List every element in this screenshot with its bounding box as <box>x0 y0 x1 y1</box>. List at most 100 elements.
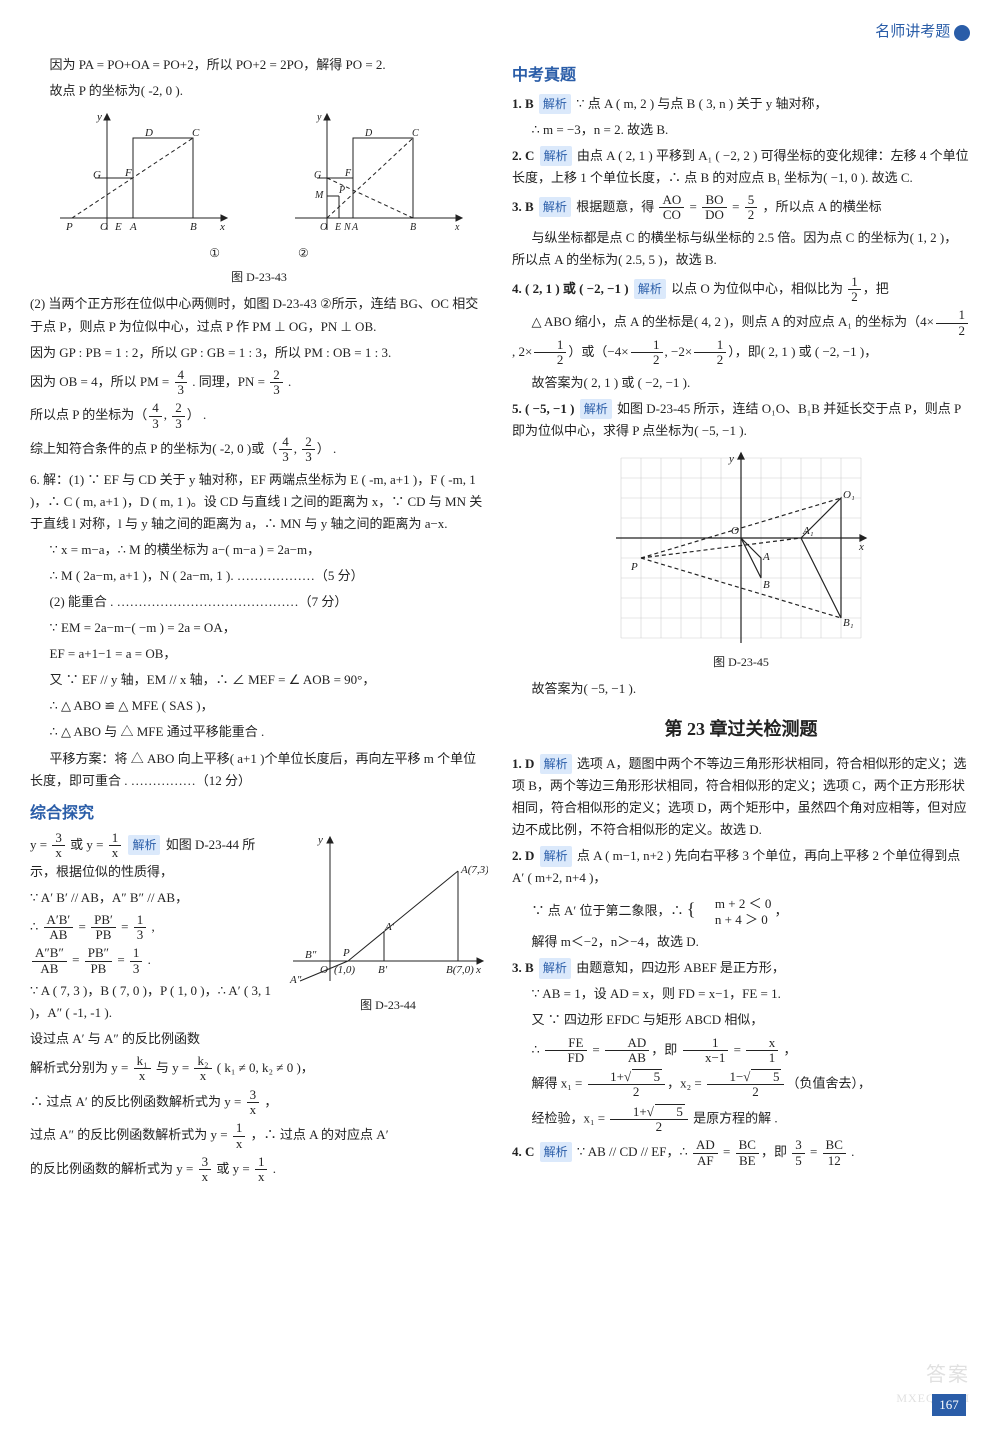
svg-text:E: E <box>334 222 341 233</box>
svg-text:F: F <box>344 168 352 179</box>
fig-d-23-44: A(7,3) B(7,0) A′ B′ B″ A″ P (1,0) O x y <box>288 831 488 991</box>
t2b: ∵ 点 A′ 位于第二象限，∴ {m + 2 ＜ 0n + 4 ＞ 0 ， <box>512 894 970 928</box>
svg-text:F: F <box>124 167 132 179</box>
fig1-sub2: ② <box>298 246 309 260</box>
zh-i: 过点 A″ 的反比例函数解析式为 y = 1x ，∴ 过点 A 的对应点 A′ <box>30 1121 488 1151</box>
zh-c: ∴ A′B′AB = PB′PB = 13 , <box>30 913 278 943</box>
r-q5: 5. ( −5, −1 ) 解析 如图 D-23-45 所示，连结 O₁O、B₁… <box>512 398 970 442</box>
r-q1b: ∴ m = −3，n = 2. 故选 B. <box>512 119 970 141</box>
t1: 1. D 解析 选项 A，题图中两个不等边三角形形状相同，符合相似形的定义；选项… <box>512 753 970 841</box>
zh-f: 设过点 A′ 与 A″ 的反比例函数 <box>30 1028 278 1050</box>
svg-text:x: x <box>454 222 460 233</box>
svg-text:O: O <box>731 525 739 537</box>
svg-text:A: A <box>129 221 137 233</box>
zh-h: ∴ 过点 A′ 的反比例函数解析式为 y = 3x ， <box>30 1088 488 1118</box>
svg-text:y: y <box>316 112 322 123</box>
r-q3: 3. B 解析 根据题意，得 AOCO = BODO = 52 ，所以点 A 的… <box>512 193 970 223</box>
svg-text:y: y <box>96 111 102 123</box>
q6c: ∴ M ( 2a−m, a+1 )，N ( 2a−m, 1 ). ………………（… <box>30 565 488 587</box>
fig3-caption: 图 D-23-45 <box>512 652 970 672</box>
fig-d-23-45: O x y P A B O₁ A₁ B₁ 图 D-23-45 <box>512 448 970 672</box>
zonghe-head: 综合探究 <box>30 800 488 827</box>
t3e: 解得 x₁ = 1+√52，x₂ = 1−√52（负值舍去）， <box>512 1069 970 1100</box>
r-q5b: 故答案为( −5, −1 ). <box>512 678 970 700</box>
t3b: ∵ AB = 1，设 AD = x，则 FD = x−1，FE = 1. <box>512 983 970 1005</box>
svg-text:M: M <box>314 190 324 201</box>
svg-text:P: P <box>630 561 638 573</box>
r-q4c: 故答案为( 2, 1 ) 或 ( −2, −1 ). <box>512 372 970 394</box>
right-column: 中考真题 1. B 解析 ∵ 点 A ( m, 2 ) 与点 B ( 3, n … <box>512 54 970 1189</box>
svg-text:O₁: O₁ <box>843 489 855 501</box>
svg-text:x: x <box>219 221 225 233</box>
zhongkao-head: 中考真题 <box>512 62 970 89</box>
q6-lead: 6. 解：(1) ∵ EF 与 CD 关于 y 轴对称，EF 两端点坐标为 E … <box>30 469 488 535</box>
zh-g: 解析式分别为 y = k₁x 与 y = k₂x ( k₁ ≠ 0, k₂ ≠ … <box>30 1054 488 1084</box>
q6i: ∴ △ ABO 与 △ MFE 通过平移能重合 . <box>30 721 488 743</box>
q6b: ∵ x = m−a，∴ M 的横坐标为 a−( m−a ) = 2a−m， <box>30 539 488 561</box>
r-q4b: △ ABO 缩小，点 A 的坐标是( 4, 2 )，则点 A 的对应点 A₁ 的… <box>512 308 970 367</box>
svg-text:E: E <box>114 221 122 233</box>
svg-text:B(7,0): B(7,0) <box>446 964 474 976</box>
zh-j: 的反比例函数的解析式为 y = 3x 或 y = 1x . <box>30 1155 488 1185</box>
p2d: 所以点 P 的坐标为（43, 23） . <box>30 401 488 431</box>
zh-b: ∵ A′ B′ // AB，A″ B″ // AB， <box>30 887 278 909</box>
t2: 2. D 解析 点 A ( m−1, n+2 ) 先向右平移 3 个单位，再向上… <box>512 845 970 889</box>
svg-text:A₁: A₁ <box>802 525 814 537</box>
t3c: 又 ∵ 四边形 EFDC 与矩形 ABCD 相似， <box>512 1009 970 1031</box>
q6g: 又 ∵ EF // y 轴，EM // x 轴，∴ ∠ MEF = ∠ AOB … <box>30 669 488 691</box>
svg-text:O: O <box>320 222 327 233</box>
svg-text:D: D <box>364 128 373 139</box>
header-title: 名师讲考题 <box>875 24 950 40</box>
q6j: 平移方案：将 △ ABO 向上平移( a+1 )个单位长度后，再向左平移 m 个… <box>30 748 488 792</box>
svg-text:P: P <box>65 221 73 233</box>
q6h: ∴ △ ABO ≌ △ MFE ( SAS )， <box>30 695 488 717</box>
svg-text:G: G <box>314 170 321 181</box>
p1b: 故点 P 的坐标为( -2, 0 ). <box>30 80 488 102</box>
svg-text:(1,0): (1,0) <box>334 964 355 976</box>
q6d: (2) 能重合 . ……………………………………（7 分） <box>30 591 488 613</box>
svg-text:P: P <box>338 185 345 196</box>
p2e: 综上知符合条件的点 P 的坐标为( -2, 0 )或（43, 23） . <box>30 435 488 465</box>
svg-text:B₁: B₁ <box>843 617 854 629</box>
r-q4: 4. ( 2, 1 ) 或 ( −2, −1 ) 解析 以点 O 为位似中心，相… <box>512 275 970 305</box>
zh-a: y = 3x 或 y = 1x 解析 如图 D-23-44 所示，根据位似的性质… <box>30 831 278 883</box>
p2a: (2) 当两个正方形在位似中心两侧时，如图 D-23-43 ②所示，连结 BG、… <box>30 293 488 337</box>
svg-text:B: B <box>763 579 770 591</box>
svg-text:A(7,3): A(7,3) <box>460 864 488 876</box>
q6f: EF = a+1−1 = a = OB， <box>30 643 488 665</box>
fig1-caption: 图 D-23-43 <box>30 267 488 287</box>
p2b: 因为 GP : PB = 1 : 2，所以 GP : GB = 1 : 3，所以… <box>30 342 488 364</box>
q6e: ∵ EM = 2a−m−( −m ) = 2a = OA， <box>30 617 488 639</box>
tag-jiexi: 解析 <box>128 835 160 855</box>
svg-text:B: B <box>190 221 197 233</box>
svg-text:O: O <box>100 221 108 233</box>
svg-text:B: B <box>410 222 416 233</box>
svg-text:y: y <box>317 834 323 846</box>
fig2-caption: 图 D-23-44 <box>288 995 488 1015</box>
svg-text:A′: A′ <box>384 921 395 933</box>
zh-d: A″B″AB = PB″PB = 13 . <box>30 946 278 976</box>
svg-text:y: y <box>728 453 734 465</box>
zh-e: ∵ A ( 7, 3 )，B ( 7, 0 )，P ( 1, 0 )，∴ A′ … <box>30 980 278 1024</box>
svg-text:C: C <box>192 127 200 139</box>
svg-text:P: P <box>342 947 350 959</box>
svg-text:A″: A″ <box>289 974 302 986</box>
r-q3b: 与纵坐标都是点 C 的横坐标与纵坐标的 2.5 倍。因为点 C 的坐标为( 1,… <box>512 227 970 271</box>
svg-text:D: D <box>144 127 153 139</box>
svg-text:O: O <box>320 964 328 976</box>
svg-text:x: x <box>475 964 481 976</box>
p1a: 因为 PA = PO+OA = PO+2，所以 PO+2 = 2PO，解得 PO… <box>30 54 488 76</box>
p2c: 因为 OB = 4，所以 PM = 43 . 同理，PN = 23 . <box>30 368 488 398</box>
r-q1: 1. B 解析 ∵ 点 A ( m, 2 ) 与点 B ( 3, n ) 关于 … <box>512 93 970 115</box>
t3: 3. B 解析 由题意知，四边形 ABEF 是正方形， <box>512 957 970 979</box>
page-number: 167 <box>932 1394 966 1416</box>
svg-text:C: C <box>412 128 419 139</box>
svg-text:N: N <box>343 222 352 233</box>
fig-d-23-43: PO EAB GF DC xy O ENAB GF DC MP xy ① ② 图… <box>30 108 488 288</box>
t2c: 解得 m＜−2，n＞−4，故选 D. <box>512 931 970 953</box>
t3f: 经检验，x₁ = 1+√52 是原方程的解 . <box>512 1104 970 1135</box>
svg-text:x: x <box>858 541 864 553</box>
svg-text:A: A <box>762 551 770 563</box>
svg-text:G: G <box>93 169 101 181</box>
chapter-test-title: 第 23 章过关检测题 <box>512 714 970 745</box>
